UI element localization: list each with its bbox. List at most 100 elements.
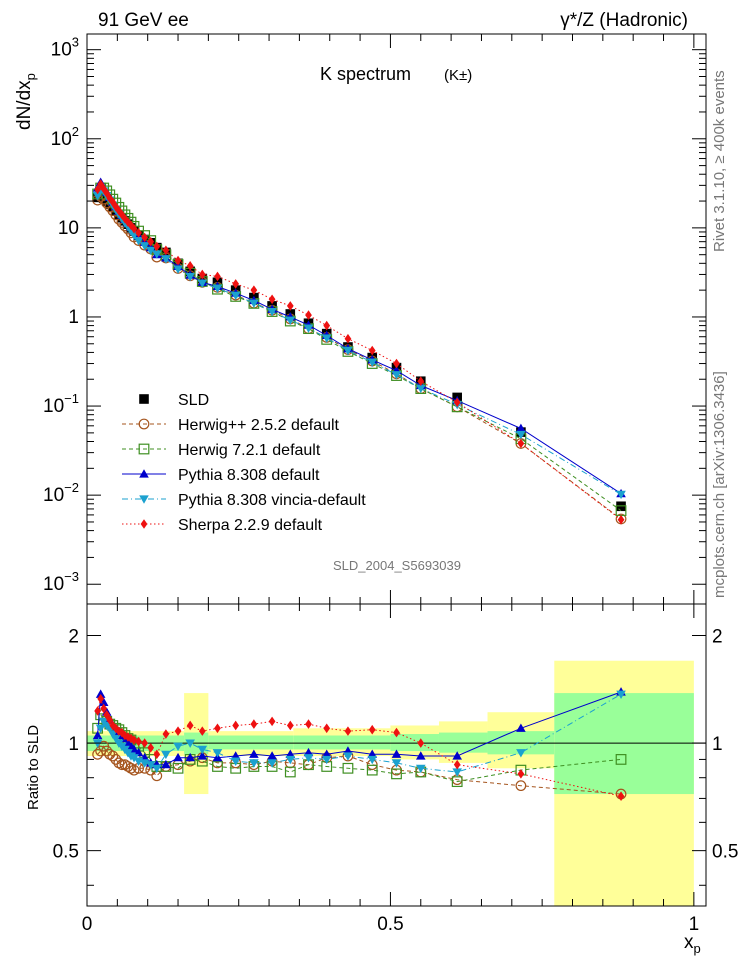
data-point (393, 358, 400, 369)
ratio-point (268, 716, 276, 727)
data-point (141, 232, 149, 243)
ratio-panel: 0.5 0.5 1 1 2 2 0 0.5 1 Ratio to SLD xp (25, 603, 738, 956)
data-point (516, 423, 526, 433)
legend-label: SLD (178, 392, 209, 409)
ratio-y-tick-label-right: 0.5 (712, 842, 738, 863)
legend-item-sherpa-2-2-9-default: Sherpa 2.2.9 default (122, 517, 323, 534)
chart-title: K spectrum (320, 64, 411, 84)
ratio-point (230, 751, 241, 760)
data-point (147, 236, 155, 247)
ratio-point (214, 723, 221, 734)
legend: SLD Herwig++ 2.5.2 default Herwig 7.2.1 de… (122, 392, 366, 534)
ratio-point (111, 734, 121, 744)
data-point (115, 205, 123, 216)
ratio-point (267, 751, 277, 760)
ratio-point (174, 726, 182, 736)
ratio-line (97, 745, 622, 795)
ratio-point (116, 759, 128, 771)
ratio-point (162, 729, 170, 739)
ratio-point (515, 780, 527, 792)
data-point (103, 188, 111, 198)
x-axis-label: xp (684, 932, 701, 956)
legend-marker (139, 495, 149, 504)
legend-marker (139, 469, 149, 478)
ratio-point (250, 719, 258, 729)
ratio-point (151, 764, 162, 774)
y-tick-label: 1 (68, 307, 79, 328)
ratio-point (305, 719, 312, 729)
data-point (516, 430, 526, 440)
ratio-point (417, 738, 425, 748)
ratio-point (303, 754, 314, 763)
legend-label: Pythia 8.308 vincia-default (178, 492, 366, 509)
legend-marker (138, 418, 150, 430)
ratio-series-pythia-8-308-vincia-default (92, 690, 626, 777)
y-tick-label: 10−1 (43, 391, 79, 417)
ratio-point (141, 738, 149, 748)
legend-item-herwig-2-5-2-default: Herwig++ 2.5.2 default (122, 417, 340, 434)
ratio-point (285, 755, 296, 765)
data-point (268, 294, 276, 305)
chart-title-suffix: (K±) (444, 67, 472, 84)
data-point (250, 285, 258, 295)
legend-item-pythia-8-308-vincia-default: Pythia 8.308 vincia-default (122, 492, 366, 509)
ratio-point (516, 749, 526, 758)
ratio-y-tick-label: 0.5 (53, 842, 79, 863)
data-point (185, 272, 195, 282)
uncertainty-band-inner (293, 735, 391, 750)
legend-label: Herwig 7.2.1 default (178, 442, 321, 459)
ratio-point (98, 697, 109, 706)
header-right: γ*/Z (Hadronic) (560, 10, 688, 31)
data-point (92, 192, 103, 201)
side-label-rivet: Rivet 3.1.10, ≥ 400k events (711, 70, 728, 252)
ratio-point (391, 759, 402, 768)
ratio-point (185, 739, 195, 748)
ratio-point (284, 766, 296, 778)
series-pythia-8-308-default (92, 177, 626, 498)
watermark: SLD_2004_S5693039 (333, 558, 461, 573)
data-point (151, 250, 162, 259)
y-tick-label: 102 (51, 124, 79, 150)
data-point (415, 384, 426, 394)
series-herwig-2-5-2-default (92, 191, 627, 525)
y-tick-exponent: −1 (64, 391, 79, 406)
header-left: 91 GeV ee (98, 10, 189, 31)
data-point (417, 376, 425, 387)
ratio-point (173, 752, 183, 762)
legend-item-sld: SLD (139, 392, 209, 409)
legend-marker (138, 443, 150, 455)
legend-item-herwig-7-2-1-default: Herwig 7.2.1 default (122, 442, 321, 459)
y-tick-label: 10−3 (43, 569, 79, 595)
data-point (145, 246, 156, 256)
ratio-point (615, 754, 627, 765)
data-point (616, 490, 626, 500)
legend-label: Herwig++ 2.5.2 default (178, 417, 340, 434)
ratio-point (161, 759, 171, 769)
data-point (305, 310, 312, 320)
data-point (368, 345, 376, 356)
legend-marker (139, 394, 149, 404)
data-point (133, 236, 144, 246)
ratio-point (391, 749, 402, 758)
data-point (130, 223, 138, 234)
data-point (94, 184, 101, 195)
ratio-point (172, 762, 184, 774)
data-point (232, 279, 240, 289)
ratio-point (127, 733, 135, 744)
ratio-point (129, 754, 139, 763)
ratio-point (153, 749, 161, 760)
ratio-point (368, 724, 376, 735)
ratio-point (110, 754, 122, 765)
y-axis-label: dN/dxp (14, 73, 38, 130)
series-sld (92, 189, 626, 512)
ratio-point (92, 730, 103, 740)
series-line (97, 187, 622, 512)
ratio-point (145, 761, 156, 770)
data-point (173, 265, 183, 274)
data-point (267, 307, 277, 317)
y-tick-exponent: −3 (64, 569, 79, 584)
data-point (212, 284, 223, 294)
data-point (453, 397, 461, 408)
ratio-point (197, 751, 208, 760)
